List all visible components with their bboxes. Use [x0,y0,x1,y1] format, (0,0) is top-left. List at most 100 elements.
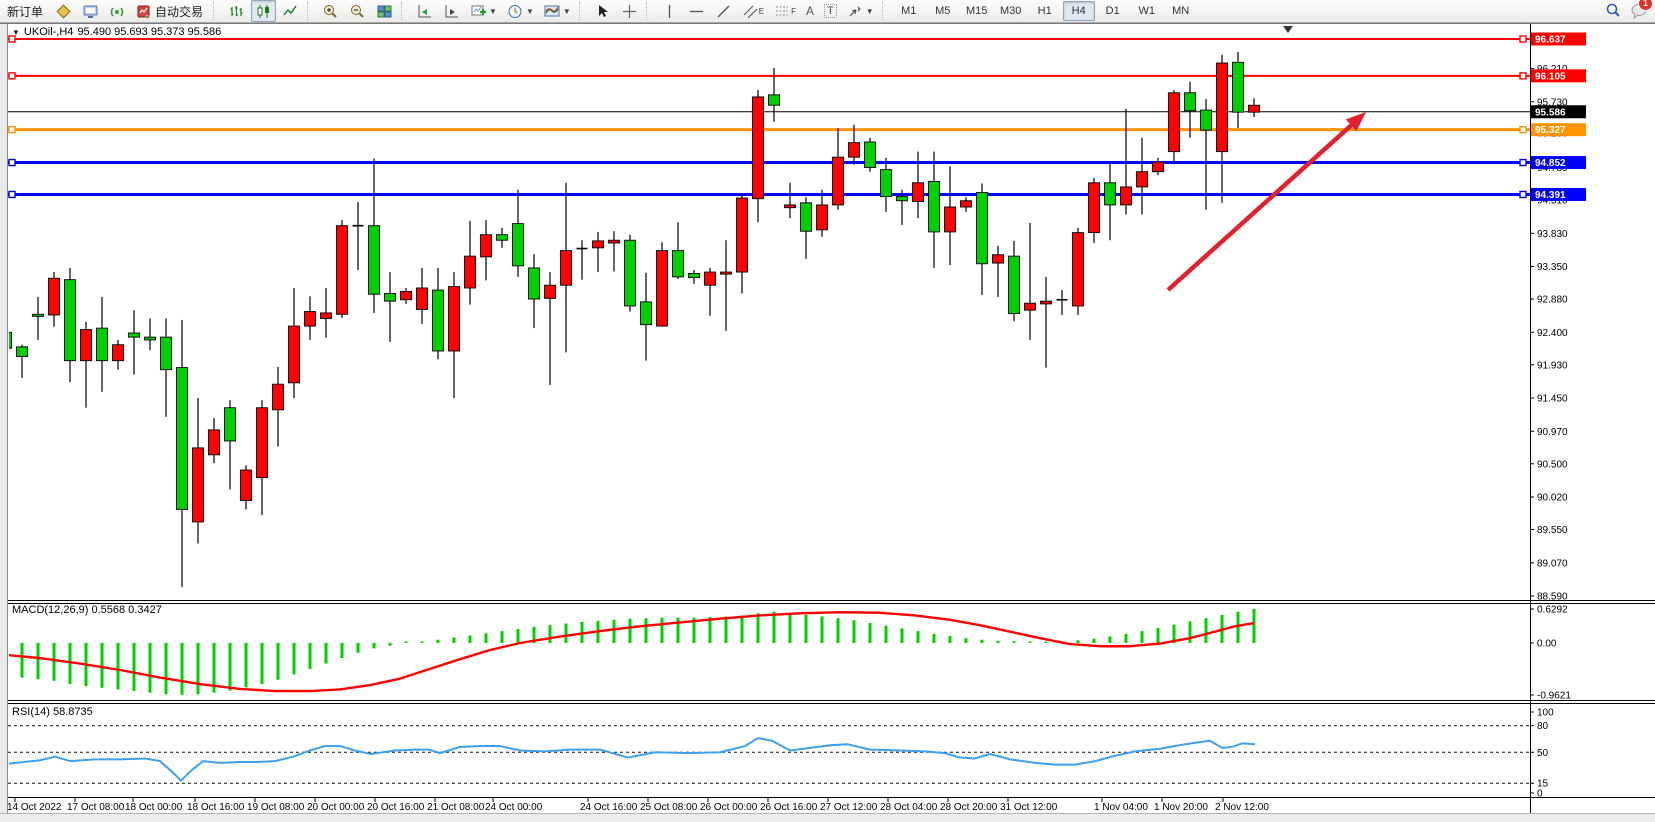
svg-text:15: 15 [1537,779,1549,790]
svg-text:0.6292: 0.6292 [1537,605,1568,616]
timeframe-button-M1[interactable]: M1 [901,5,917,17]
cursor-icon [594,3,611,20]
text-label-tool-button[interactable]: T [820,0,841,22]
chart-ohlc-values: 95.490 95.693 95.373 95.586 [77,26,222,38]
timeframe-button-H1[interactable]: H1 [1037,5,1052,17]
svg-text:2 Nov 12:00: 2 Nov 12:00 [1215,802,1269,813]
tile-windows-icon [376,3,393,20]
arrows-tool-button[interactable]: ▼ [843,0,878,22]
candlestick-chart-type-button[interactable] [251,0,277,22]
signal-button[interactable] [105,0,130,22]
text-tool-button[interactable]: A [802,0,818,22]
horizontal-line-tool-button[interactable] [684,0,709,22]
svg-text:19 Oct 08:00: 19 Oct 08:00 [247,802,305,813]
clock-icon [507,3,524,20]
svg-text:26 Oct 16:00: 26 Oct 16:00 [760,802,818,813]
periods-button[interactable]: ▼ [503,0,538,22]
fibonacci-icon [774,3,791,20]
svg-text:90.020: 90.020 [1537,493,1568,504]
timeframe-button-M30[interactable]: M30 [1000,5,1022,17]
deposit-button[interactable] [51,0,76,22]
terminal-button[interactable] [78,0,103,22]
timeframe-button-M15[interactable]: M15 [966,5,988,17]
zoom-in-button[interactable] [318,0,343,22]
toolbar-separator [213,2,221,20]
svg-text:18 Oct 16:00: 18 Oct 16:00 [187,802,245,813]
arrows-shape-icon [847,3,864,20]
timeframe-button-M5[interactable]: M5 [935,5,951,17]
templates-button[interactable]: ▼ [540,0,575,22]
fibo-tool-letter: F [791,6,797,16]
chart-title: ▼ UKOil-,H4 95.490 95.693 95.373 95.586 [12,26,221,38]
trendline-icon [715,3,732,20]
fibonacci-tool-button[interactable]: F [770,0,800,22]
svg-text:96.105: 96.105 [1535,71,1566,82]
new-chart-icon [470,3,487,20]
svg-text:0: 0 [1537,789,1543,800]
svg-text:94.391: 94.391 [1535,190,1566,201]
chart-title-dropdown-icon[interactable]: ▼ [12,27,20,37]
toolbar-separator [307,2,315,20]
svg-text:94.310: 94.310 [1537,196,1568,207]
svg-text:92.400: 92.400 [1537,328,1568,339]
candles-layer [9,51,1260,588]
svg-text:89.550: 89.550 [1537,525,1568,536]
tile-windows-button[interactable] [372,0,397,22]
svg-text:28 Oct 04:00: 28 Oct 04:00 [880,802,938,813]
candlestick-chart-icon [255,3,272,20]
svg-text:95.730: 95.730 [1537,97,1568,108]
svg-text:88.590: 88.590 [1537,592,1568,603]
svg-text:1 Nov 04:00: 1 Nov 04:00 [1094,802,1148,813]
line-chart-icon [282,3,299,20]
svg-text:94.852: 94.852 [1535,158,1566,169]
svg-text:27 Oct 12:00: 27 Oct 12:00 [820,802,878,813]
chevron-down-icon: ▼ [562,6,571,16]
chart-autoscroll-button[interactable] [439,0,464,22]
toolbar-separator [645,2,653,20]
svg-text:28 Oct 20:00: 28 Oct 20:00 [940,802,998,813]
svg-text:95.586: 95.586 [1535,107,1566,118]
price-badges: 96.637 96.105 95.586 95.327 94.852 94.391 [1531,32,1586,201]
svg-text:20 Oct 16:00: 20 Oct 16:00 [367,802,425,813]
chart-shift-icon [416,3,433,20]
toolbar: 新订单 自动交易 [0,0,1655,23]
crosshair-tool-button[interactable] [617,0,642,22]
cursor-tool-button[interactable] [590,0,615,22]
timeframe-button-W1[interactable]: W1 [1138,5,1155,17]
chat-button[interactable]: 1 [1630,0,1653,22]
chart-shift-button[interactable] [412,0,437,22]
vertical-line-icon [661,3,678,20]
svg-text:91.930: 91.930 [1537,360,1568,371]
svg-text:93.350: 93.350 [1537,262,1568,273]
svg-text:24 Oct 00:00: 24 Oct 00:00 [485,802,543,813]
svg-text:25 Oct 08:00: 25 Oct 08:00 [640,802,698,813]
rsi-indicator-label: RSI(14) 58.8735 [12,706,93,718]
channel-tool-button[interactable]: E [738,0,768,22]
vertical-line-tool-button[interactable] [657,0,682,22]
bar-chart-type-button[interactable] [224,0,249,22]
svg-text:92.880: 92.880 [1537,295,1568,306]
toolbar-separator [401,2,409,20]
chevron-down-icon: ▼ [865,6,874,16]
zoom-out-button[interactable] [345,0,370,22]
price-axis: 96.21095.73095.28094.78094.31093.83093.3… [1530,64,1571,800]
text-tool-icon: A [806,4,815,18]
timeframe-button-D1[interactable]: D1 [1105,5,1120,17]
timeframe-button-H4[interactable]: H4 [1062,1,1095,21]
auto-trading-button[interactable]: 自动交易 [132,0,209,22]
trendline-tool-button[interactable] [711,0,736,22]
new-order-button[interactable]: 新订单 [1,0,49,22]
chevron-down-icon: ▼ [525,6,534,16]
search-icon[interactable] [1604,1,1622,22]
new-chart-button[interactable]: ▼ [466,0,501,22]
timeframe-button-MN[interactable]: MN [1172,5,1190,17]
svg-text:24 Oct 16:00: 24 Oct 16:00 [580,802,638,813]
svg-text:89.070: 89.070 [1537,558,1568,569]
macd-indicator-label: MACD(12,26,9) 0.5568 0.3427 [12,604,162,616]
new-order-label: 新订单 [7,4,44,19]
zoom-out-icon [349,3,366,20]
channel-tool-letter: E [758,6,765,16]
line-chart-type-button[interactable] [278,0,303,22]
